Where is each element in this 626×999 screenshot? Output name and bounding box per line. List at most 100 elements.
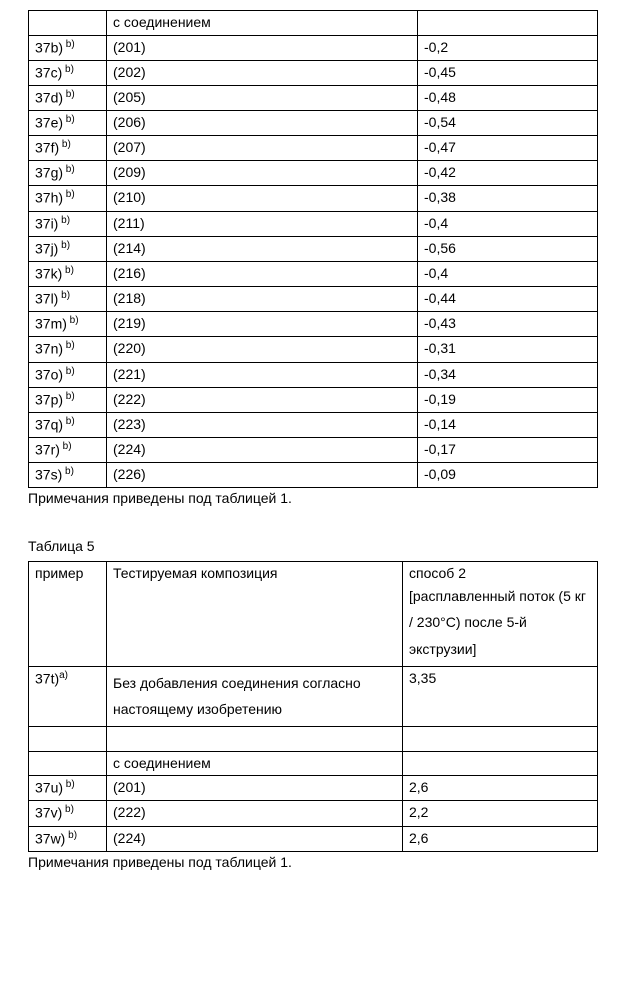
cell-header-c3: способ 2 [расплавленный поток (5 кг / 23…	[403, 562, 598, 666]
id-sup: b)	[63, 89, 75, 100]
cell-id: 37c) b)	[29, 60, 107, 85]
cell-val: -0,47	[418, 136, 598, 161]
cell-mid: (226)	[107, 463, 418, 488]
id-base: 37h)	[35, 190, 63, 206]
cell-mid: (222)	[107, 387, 418, 412]
id-sup: a)	[59, 670, 68, 681]
id-sup: b)	[63, 366, 75, 377]
cell-subheader-mid: с соединением	[107, 751, 403, 776]
cell-id: 37p) b)	[29, 387, 107, 412]
id-sup: b)	[63, 340, 75, 351]
id-sup: b)	[58, 215, 70, 226]
table-row: 37c) b)(202)-0,45	[29, 60, 598, 85]
table-2-caption: Таблица 5	[28, 538, 598, 556]
cell-mid: (210)	[107, 186, 418, 211]
cell-mid: (214)	[107, 236, 418, 261]
cell-empty	[29, 726, 107, 751]
cell-val: -0,48	[418, 85, 598, 110]
cell-id: 37r) b)	[29, 438, 107, 463]
cell-val: -0,14	[418, 412, 598, 437]
cell-header-c2: Тестируемая композиция	[107, 562, 403, 666]
id-base: 37k)	[35, 266, 62, 282]
table-row: 37q) b)(223)-0,14	[29, 412, 598, 437]
cell-id: 37b) b)	[29, 35, 107, 60]
id-sup: b)	[63, 416, 75, 427]
id-base: 37m)	[35, 316, 67, 332]
cell-id: 37k) b)	[29, 261, 107, 286]
cell-id: 37d) b)	[29, 85, 107, 110]
id-base: 37r)	[35, 442, 60, 458]
cell-val: 2,2	[403, 801, 598, 826]
cell-id: 37w) b)	[29, 826, 107, 851]
cell-mid: (201)	[107, 35, 418, 60]
table-row: 37d) b)(205)-0,48	[29, 85, 598, 110]
cell-id: 37l) b)	[29, 287, 107, 312]
id-base: 37d)	[35, 89, 63, 105]
table-row: пример Тестируемая композиция способ 2 […	[29, 562, 598, 666]
cell-val: -0,54	[418, 110, 598, 135]
cell-val: -0,17	[418, 438, 598, 463]
cell-mid: (207)	[107, 136, 418, 161]
cell-mid: Без добавления соединения согласно насто…	[107, 666, 403, 726]
cell-id: 37h) b)	[29, 186, 107, 211]
id-sup: b)	[63, 164, 75, 175]
id-sup: b)	[62, 466, 74, 477]
cell-id: 37g) b)	[29, 161, 107, 186]
table-row: 37h) b)(210)-0,38	[29, 186, 598, 211]
id-sup: b)	[58, 290, 70, 301]
cell-empty	[29, 751, 107, 776]
cell-mid: (224)	[107, 438, 418, 463]
table-row: 37l) b)(218)-0,44	[29, 287, 598, 312]
cell-val: -0,38	[418, 186, 598, 211]
id-sup: b)	[65, 830, 77, 841]
id-base: 37v)	[35, 805, 62, 821]
id-base: 37j)	[35, 240, 58, 256]
page: с соединением 37b) b)(201)-0,237c) b)(20…	[0, 0, 626, 889]
cell-mid: (216)	[107, 261, 418, 286]
cell-empty	[107, 726, 403, 751]
table-row: 37e) b)(206)-0,54	[29, 110, 598, 135]
cell-mid: (202)	[107, 60, 418, 85]
table-row: 37b) b)(201)-0,2	[29, 35, 598, 60]
cell-val: -0,56	[418, 236, 598, 261]
cell-mid: (222)	[107, 801, 403, 826]
table-1: с соединением 37b) b)(201)-0,237c) b)(20…	[28, 10, 598, 488]
cell-mid: (221)	[107, 362, 418, 387]
cell-mid: (211)	[107, 211, 418, 236]
cell-header-mid: с соединением	[107, 11, 418, 36]
cell-val: -0,42	[418, 161, 598, 186]
cell-val: -0,31	[418, 337, 598, 362]
cell-id: 37v) b)	[29, 801, 107, 826]
cell-id: 37f) b)	[29, 136, 107, 161]
id-base: 37f)	[35, 140, 59, 156]
cell-mid: (206)	[107, 110, 418, 135]
cell-val: -0,4	[418, 211, 598, 236]
cell-id: 37u) b)	[29, 776, 107, 801]
cell-val: -0,34	[418, 362, 598, 387]
cell-mid: (219)	[107, 312, 418, 337]
id-base: 37i)	[35, 215, 58, 231]
cell-mid: (205)	[107, 85, 418, 110]
table-1-footnote: Примечания приведены под таблицей 1.	[28, 490, 598, 508]
header-c3-line2: [расплавленный поток (5 кг / 230°С) посл…	[409, 583, 591, 663]
id-sup: b)	[58, 240, 70, 251]
id-sup: b)	[62, 265, 74, 276]
cell-mid: (201)	[107, 776, 403, 801]
id-sup: b)	[63, 189, 75, 200]
cell-mid: (218)	[107, 287, 418, 312]
id-sup: b)	[63, 39, 75, 50]
header-c3-line1: способ 2	[409, 565, 591, 583]
table-row: 37n) b)(220)-0,31	[29, 337, 598, 362]
table-row: 37s) b)(226)-0,09	[29, 463, 598, 488]
table-row: 37m) b)(219)-0,43	[29, 312, 598, 337]
table-row: 37o) b)(221)-0,34	[29, 362, 598, 387]
cell-id: 37q) b)	[29, 412, 107, 437]
cell-id: 37e) b)	[29, 110, 107, 135]
id-base: 37u)	[35, 780, 63, 796]
cell-val: -0,43	[418, 312, 598, 337]
id-base: 37s)	[35, 467, 62, 483]
table-row: с соединением	[29, 751, 598, 776]
cell-mid: (220)	[107, 337, 418, 362]
id-base: 37w)	[35, 830, 65, 846]
cell-id: 37j) b)	[29, 236, 107, 261]
